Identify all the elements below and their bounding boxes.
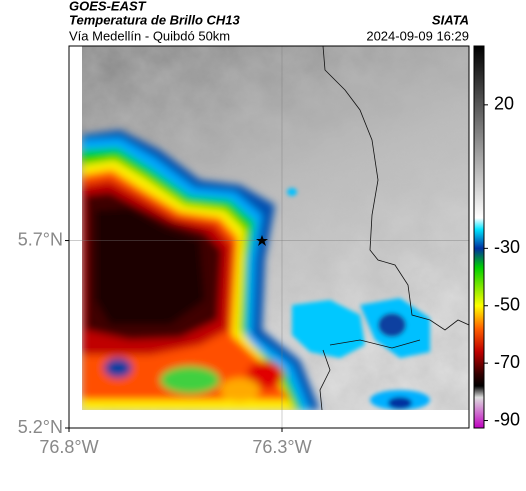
title: GOES-EAST bbox=[69, 0, 147, 13]
colorbar-tick-label: -50 bbox=[494, 294, 520, 314]
colorbar-tick-label: -30 bbox=[494, 237, 520, 257]
satellite-image bbox=[82, 46, 469, 410]
y-tick-label: 5.7°N bbox=[18, 229, 63, 249]
y-tick-label: 5.2°N bbox=[18, 417, 63, 437]
border-lines bbox=[319, 46, 469, 410]
location-marker bbox=[256, 235, 268, 246]
x-tick-label: 76.8°W bbox=[39, 437, 98, 457]
colorbar-tick-label: 20 bbox=[494, 94, 514, 114]
x-tick-label: 76.3°W bbox=[252, 437, 311, 457]
subtitle: Temperatura de Brillo CH13 bbox=[69, 12, 241, 27]
colorbar-tick-label: -70 bbox=[494, 352, 520, 372]
timestamp: 2024-09-09 16:29 bbox=[366, 28, 469, 43]
source: SIATA bbox=[432, 12, 469, 27]
route: Vía Medellín - Quibdó 50km bbox=[69, 28, 230, 43]
colorbar-tick-label: -90 bbox=[494, 409, 520, 429]
map-frame bbox=[68, 45, 470, 429]
colorbar bbox=[473, 45, 485, 429]
